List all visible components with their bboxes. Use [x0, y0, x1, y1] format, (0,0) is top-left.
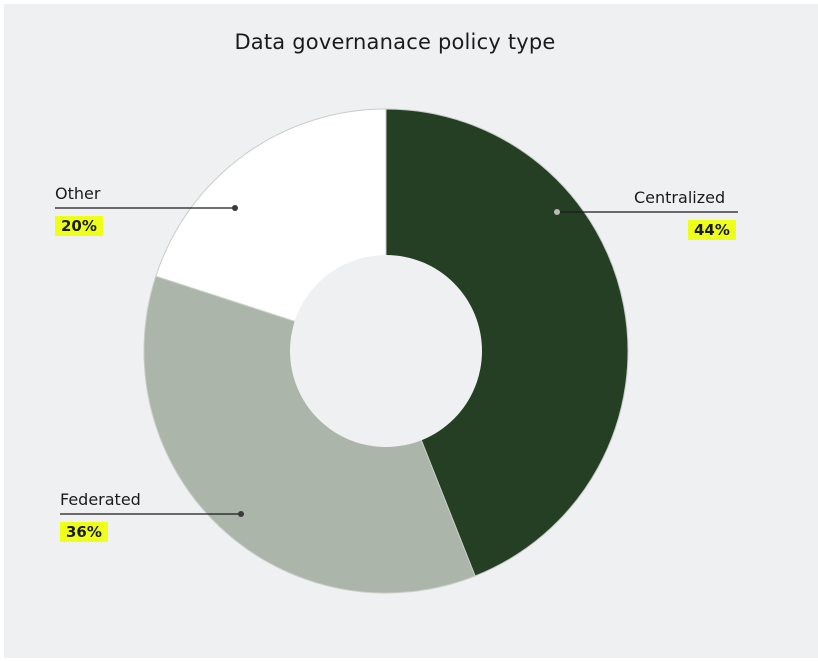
slice-value-other: 20%: [55, 216, 103, 236]
slice-centralized: [385, 108, 629, 577]
slice-label-federated: Federated: [60, 490, 141, 509]
chart-title: Data governanace policy type: [234, 30, 556, 54]
slice-label-other: Other: [55, 184, 101, 203]
leader-dot-other: [232, 205, 238, 211]
leader-dot-centralized: [554, 209, 560, 215]
donut-hole: [290, 255, 482, 447]
slice-label-centralized: Centralized: [634, 188, 726, 207]
leader-dot-federated: [238, 511, 244, 517]
slice-value-centralized: 44%: [688, 220, 736, 240]
slice-value-federated: 36%: [60, 522, 108, 542]
